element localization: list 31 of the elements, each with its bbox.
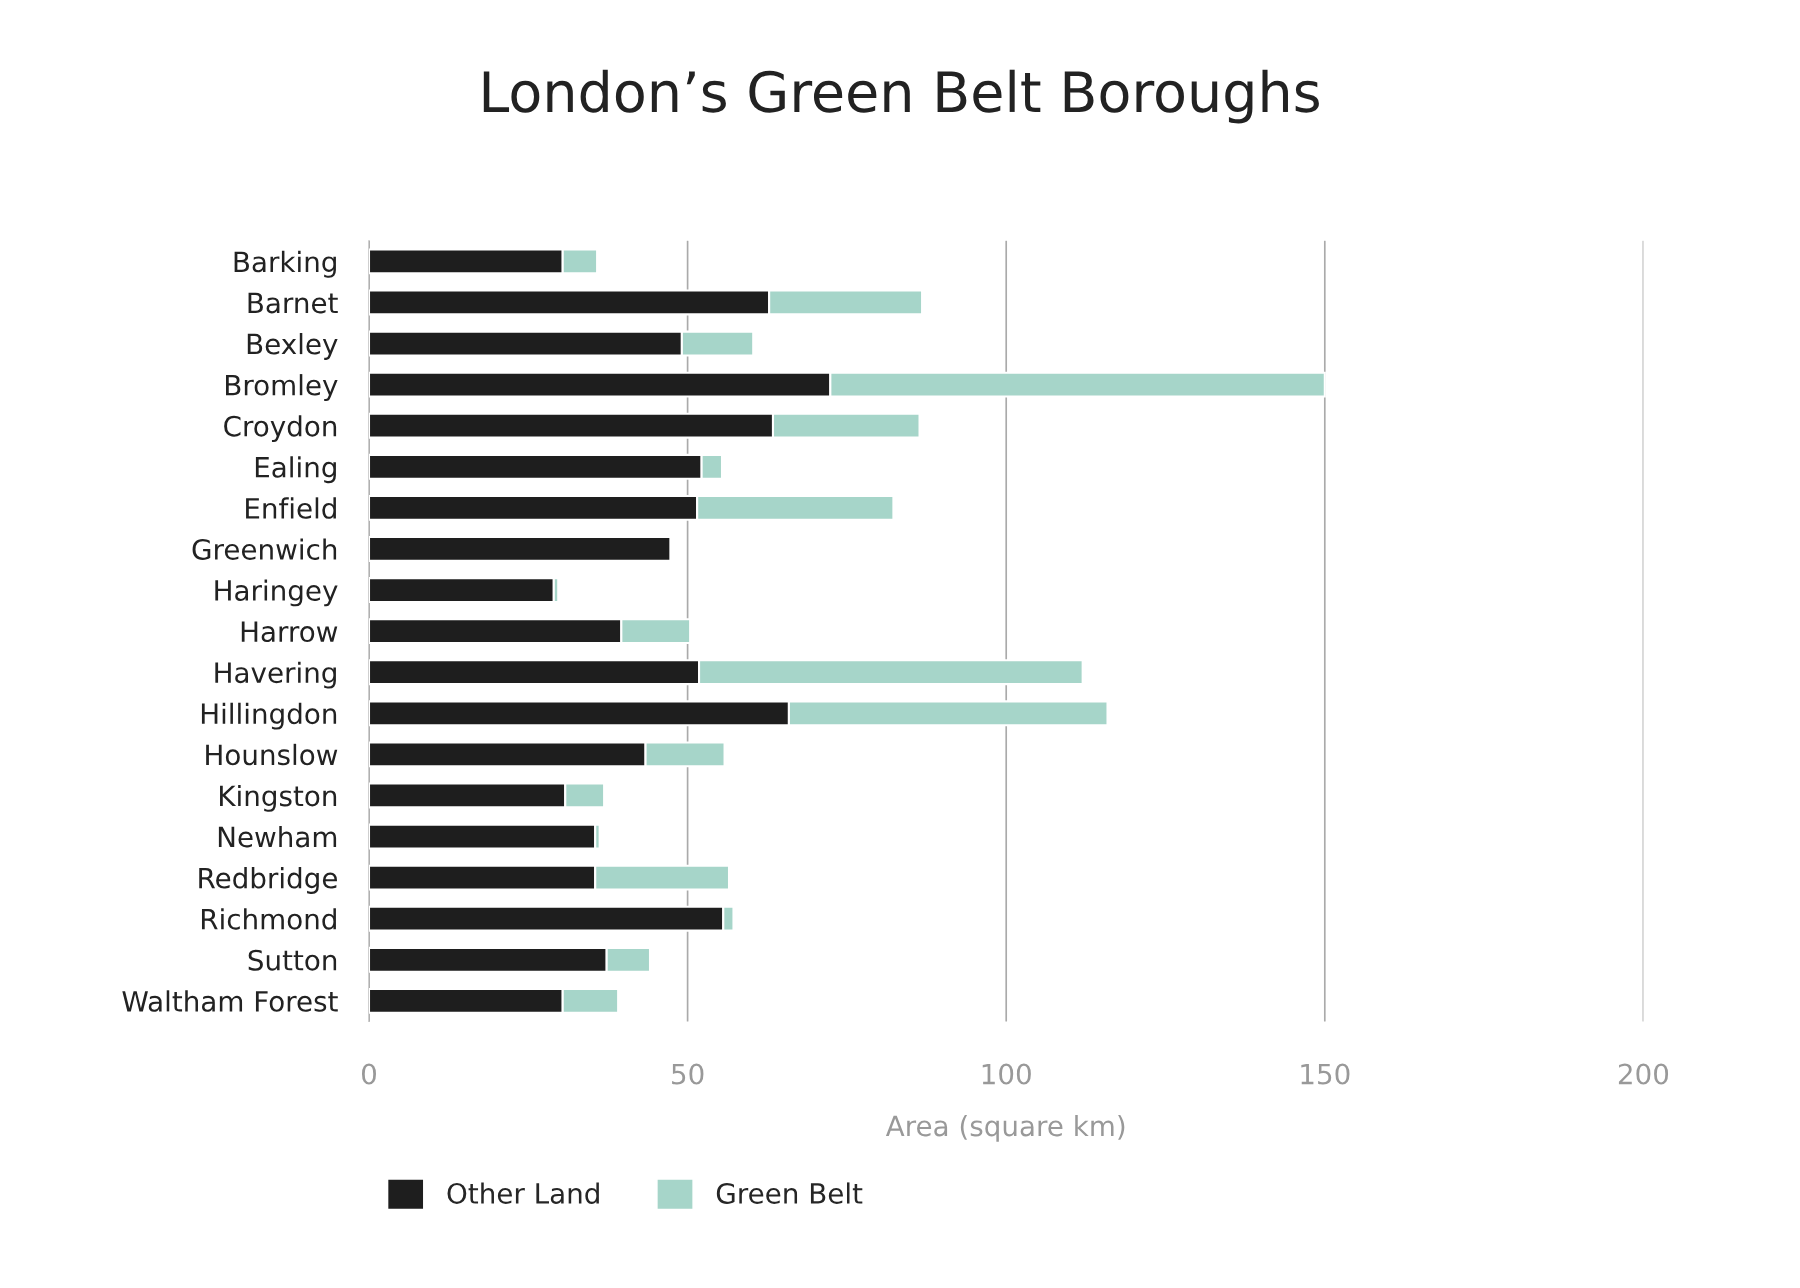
y-tick-label: Harrow	[241, 621, 338, 643]
y-tick-label: Newham	[218, 825, 337, 848]
bar	[369, 823, 597, 850]
x-tick-label: 200	[1618, 1063, 1669, 1085]
x-tick-label: 150	[1301, 1063, 1350, 1085]
x-tick-label: 100	[982, 1063, 1031, 1085]
legend-label: Other Land	[447, 1182, 599, 1204]
x-tick-label: 50	[672, 1063, 704, 1085]
chart-title: London’s Green Belt Boroughs	[483, 69, 1319, 124]
bar	[369, 577, 555, 603]
y-tick-label: Croydon	[224, 415, 337, 443]
x-tick-label: 0	[361, 1063, 376, 1085]
y-tick-label: Richmond	[201, 908, 336, 930]
x-axis-title: Area (square km)	[885, 1114, 1125, 1142]
y-tick-label: Waltham Forest	[122, 990, 338, 1012]
bar	[369, 536, 672, 562]
y-tick-label: Bexley	[247, 333, 338, 360]
y-tick-label: Sutton	[248, 949, 337, 971]
y-tick-label: Havering	[215, 661, 336, 689]
y-tick-label: Redbridge	[199, 867, 337, 894]
y-tick-label: Greenwich	[192, 538, 337, 560]
y-tick-label: Hounslow	[206, 743, 338, 766]
y-tick-label: Enfield	[246, 497, 336, 519]
legend-label: Green Belt	[716, 1182, 863, 1204]
y-tick-label: Kingston	[220, 784, 337, 812]
y-tick-label: Barnet	[248, 292, 338, 314]
y-tick-label: Haringey	[215, 579, 338, 607]
y-tick-label: Hillingdon	[201, 702, 337, 730]
y-tick-label: Barking	[234, 250, 336, 278]
y-tick-label: Bromley	[226, 374, 338, 401]
y-tick-label: Ealing	[255, 456, 336, 484]
